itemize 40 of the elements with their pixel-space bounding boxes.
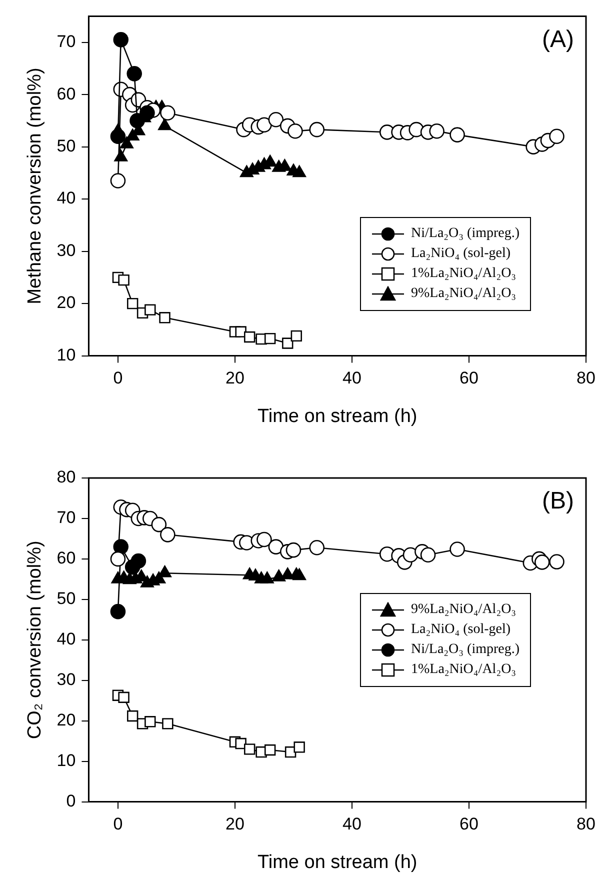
chart-title: (A)	[542, 26, 574, 53]
x-tick-label: 20	[226, 368, 244, 388]
x-tick-label: 80	[576, 814, 596, 834]
y-tick-label: 40	[56, 630, 76, 649]
y-tick-label: 10	[56, 751, 76, 770]
legend-label: 9%La₂NiO₄/Al₂O₃	[411, 284, 516, 303]
y-tick-label: 20	[56, 293, 76, 312]
x-axis-title: Time on stream (h)	[257, 852, 418, 873]
y-tick-label: 30	[56, 240, 76, 260]
x-tick-label: 80	[576, 368, 596, 388]
y-tick-label: 70	[56, 508, 76, 528]
legend-label: 9%La₂NiO₄/Al₂O₃	[411, 600, 516, 619]
y-tick-label: 50	[56, 136, 76, 156]
y-tick-label: 30	[56, 670, 76, 690]
legend-label: 1%La₂NiO₄/Al₂O₃	[411, 660, 516, 679]
legend-label: Ni/La₂O₃ (impreg.)	[411, 224, 520, 243]
x-tick-label: 20	[226, 814, 244, 834]
y-tick-label: 60	[56, 548, 76, 568]
legend-label: La₂NiO₄ (sol-gel)	[411, 244, 511, 263]
y-tick-label: 40	[56, 188, 76, 208]
y-tick-label: 60	[56, 84, 76, 104]
x-tick-label: 40	[342, 368, 362, 388]
x-tick-label: 0	[113, 368, 123, 388]
chart-title: (B)	[542, 488, 574, 515]
legend-label: Ni/La₂O₃ (impreg.)	[411, 640, 520, 659]
y-tick-label: 70	[56, 32, 76, 52]
x-tick-label: 60	[460, 814, 478, 834]
y-axis-title: CO₂ conversion (mol%)	[24, 540, 46, 740]
y-tick-label: 50	[56, 589, 76, 608]
y-axis-title: Methane conversion (mol%)	[24, 68, 46, 304]
x-axis-title: Time on stream (h)	[257, 406, 418, 427]
x-tick-label: 0	[113, 814, 123, 834]
x-tick-label: 40	[342, 814, 362, 834]
x-tick-label: 60	[460, 368, 478, 388]
legend-label: La₂NiO₄ (sol-gel)	[411, 620, 511, 639]
y-tick-label: 10	[56, 345, 76, 364]
y-tick-label: 20	[56, 710, 76, 730]
legend-label: 1%La₂NiO₄/Al₂O₃	[411, 264, 516, 283]
y-tick-label: 0	[66, 791, 76, 810]
y-tick-label: 80	[56, 468, 76, 487]
